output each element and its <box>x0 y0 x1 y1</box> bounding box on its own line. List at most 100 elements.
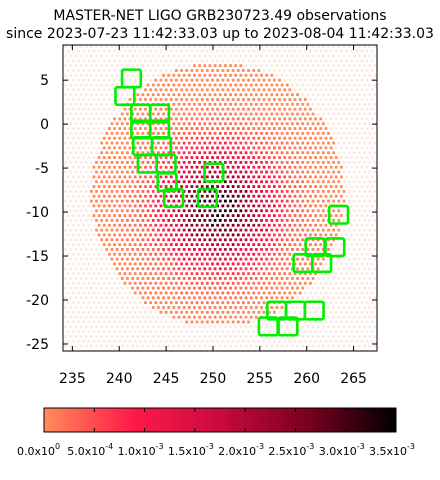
map-cell <box>159 262 163 266</box>
map-cell <box>270 102 274 106</box>
map-cell <box>167 238 171 242</box>
map-cell <box>77 175 80 179</box>
map-cell <box>368 122 372 126</box>
map-cell <box>254 335 258 338</box>
map-cell <box>100 267 104 271</box>
map-cell <box>113 107 116 111</box>
map-cell <box>291 73 294 77</box>
map-cell <box>301 315 305 319</box>
map-cell <box>347 131 351 135</box>
map-cell <box>316 306 320 309</box>
map-cell <box>368 141 372 145</box>
map-cell <box>216 136 220 140</box>
map-cell <box>66 69 70 72</box>
map-cell <box>278 291 281 295</box>
map-cell <box>332 73 336 77</box>
map-cell <box>177 199 181 203</box>
map-cell <box>182 170 186 174</box>
map-cell <box>100 180 104 184</box>
map-cell <box>87 204 91 208</box>
map-cell <box>172 180 176 184</box>
map-cell <box>275 248 279 251</box>
map-cell <box>358 73 361 77</box>
map-cell <box>79 170 83 174</box>
map-cell <box>309 281 312 285</box>
map-cell <box>373 306 377 309</box>
map-cell <box>283 262 287 266</box>
map-cell <box>324 185 328 188</box>
map-cell <box>350 69 354 72</box>
map-cell <box>275 141 279 145</box>
map-cell <box>242 136 245 140</box>
map-cell <box>231 272 235 276</box>
map-cell <box>321 257 325 261</box>
map-cell <box>195 223 199 227</box>
map-cell <box>231 136 235 140</box>
map-cell <box>164 262 168 266</box>
map-cell <box>303 320 307 324</box>
map-cell <box>177 112 181 116</box>
map-cell <box>285 151 289 155</box>
map-cell <box>244 335 248 338</box>
map-cell <box>107 127 111 130</box>
map-cell <box>293 165 297 169</box>
map-cell <box>193 335 196 338</box>
map-cell <box>363 209 366 213</box>
map-cell <box>208 228 212 232</box>
map-cell <box>149 49 153 53</box>
map-cell <box>169 98 173 101</box>
map-cell <box>373 248 377 251</box>
map-cell <box>267 127 271 130</box>
map-cell <box>213 335 217 338</box>
map-cell <box>162 267 165 271</box>
map-cell <box>223 277 227 280</box>
map-cell <box>205 127 209 130</box>
map-cell <box>208 335 212 338</box>
map-cell <box>102 291 106 295</box>
map-cell <box>151 64 155 68</box>
map-cell <box>146 315 150 319</box>
map-cell <box>365 185 369 188</box>
map-cell <box>71 281 75 285</box>
map-cell <box>131 325 134 329</box>
map-cell <box>151 335 155 338</box>
observed-field <box>277 316 299 337</box>
map-cell <box>182 64 186 68</box>
map-cell <box>102 349 106 351</box>
map-cell <box>113 69 116 72</box>
map-cell <box>162 83 165 87</box>
map-cell <box>213 45 217 48</box>
map-cell <box>229 93 232 97</box>
map-cell <box>151 131 155 135</box>
map-cell <box>337 160 341 164</box>
map-cell <box>151 325 155 329</box>
map-cell <box>133 107 137 111</box>
map-cell <box>216 175 220 179</box>
map-cell <box>329 165 333 169</box>
map-cell <box>133 243 137 247</box>
map-cell <box>113 204 116 208</box>
map-cell <box>63 59 65 63</box>
map-cell <box>329 310 333 314</box>
map-cell <box>149 262 153 266</box>
map-cell <box>128 310 132 314</box>
map-cell <box>244 248 248 251</box>
map-cell <box>339 117 343 121</box>
map-cell <box>327 112 330 116</box>
map-cell <box>66 185 70 188</box>
map-cell <box>334 214 338 217</box>
map-cell <box>332 238 336 242</box>
map-cell <box>63 69 65 72</box>
map-cell <box>265 45 269 48</box>
map-cell <box>373 286 377 290</box>
map-cell <box>208 315 212 319</box>
map-cell <box>159 214 163 217</box>
map-cell <box>223 335 227 338</box>
map-cell <box>126 160 129 164</box>
map-cell <box>64 209 67 213</box>
map-cell <box>296 102 299 106</box>
map-cell <box>334 146 338 150</box>
map-cell <box>301 151 305 155</box>
map-cell <box>126 267 129 271</box>
observed-field <box>148 103 171 124</box>
